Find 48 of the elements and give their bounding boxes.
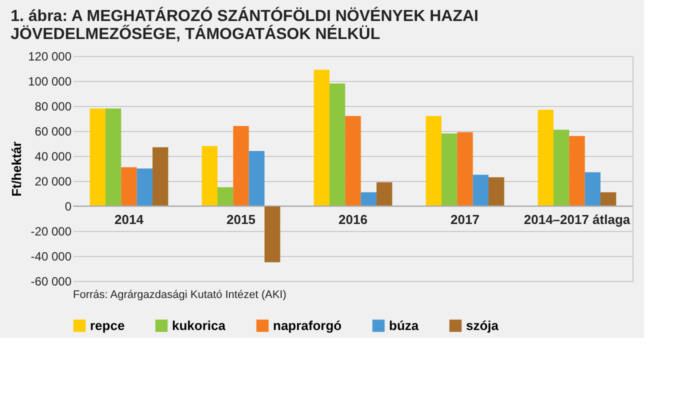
- legend-label: repce: [90, 318, 125, 333]
- y-tick-label: 20 000: [34, 174, 72, 188]
- bar: [90, 108, 106, 206]
- bar: [105, 108, 122, 206]
- bar: [600, 192, 616, 206]
- bar: [202, 146, 218, 206]
- x-tick-label: 2014–2017 átlaga: [524, 212, 631, 227]
- y-tick-label: -20 000: [30, 224, 72, 238]
- bar: [426, 116, 442, 206]
- y-tick-label: 80 000: [34, 100, 72, 114]
- bar: [538, 110, 554, 206]
- legend-label: kukorica: [172, 318, 226, 333]
- bar: [457, 132, 473, 206]
- y-tick-label: -40 000: [30, 250, 72, 264]
- bar: [314, 70, 330, 206]
- bar: [233, 126, 249, 206]
- x-tick-label: 2016: [338, 212, 368, 227]
- bar: [217, 187, 234, 206]
- y-tick-label: 120 000: [28, 50, 72, 64]
- y-tick-label: -60 000: [30, 274, 72, 288]
- x-tick-label: 2015: [226, 212, 256, 227]
- bar: [345, 116, 361, 206]
- bar: [264, 206, 280, 262]
- y-tick-label: 100 000: [28, 74, 72, 88]
- bar: [553, 130, 570, 206]
- bar: [329, 84, 346, 206]
- bar: [472, 174, 489, 206]
- x-tick-label: 2014: [114, 212, 144, 227]
- bar: [569, 136, 585, 206]
- bar: [488, 177, 504, 206]
- y-tick-label: 0: [64, 200, 72, 214]
- bar: [584, 172, 601, 206]
- y-axis-title: Ft/hektár: [9, 142, 24, 196]
- bar: [441, 134, 458, 206]
- bar: [376, 182, 392, 206]
- bar: [360, 192, 377, 206]
- bar: [121, 167, 137, 206]
- text: Forrás: Agrárgazdasági Kutató Intézet (AKI): [73, 289, 286, 301]
- bar: [136, 168, 153, 206]
- x-tick-label: 2017: [450, 212, 480, 227]
- legend-label: búza: [389, 318, 420, 333]
- bar: [152, 147, 168, 206]
- y-tick-label: 60 000: [34, 124, 72, 138]
- bar: [248, 151, 265, 206]
- legend-label: szója: [466, 318, 500, 333]
- chart-title: 1. ábra: A MEGHATÁROZÓ SZÁNTÓFÖLDI NÖVÉNYEK HAZAI JÖVEDELMEZŐSÉGE, TÁMOGATÁSOK NÉLKÜL: [10, 6, 478, 43]
- y-tick-label: 40 000: [34, 150, 72, 164]
- legend-label: napraforgó: [273, 318, 342, 333]
